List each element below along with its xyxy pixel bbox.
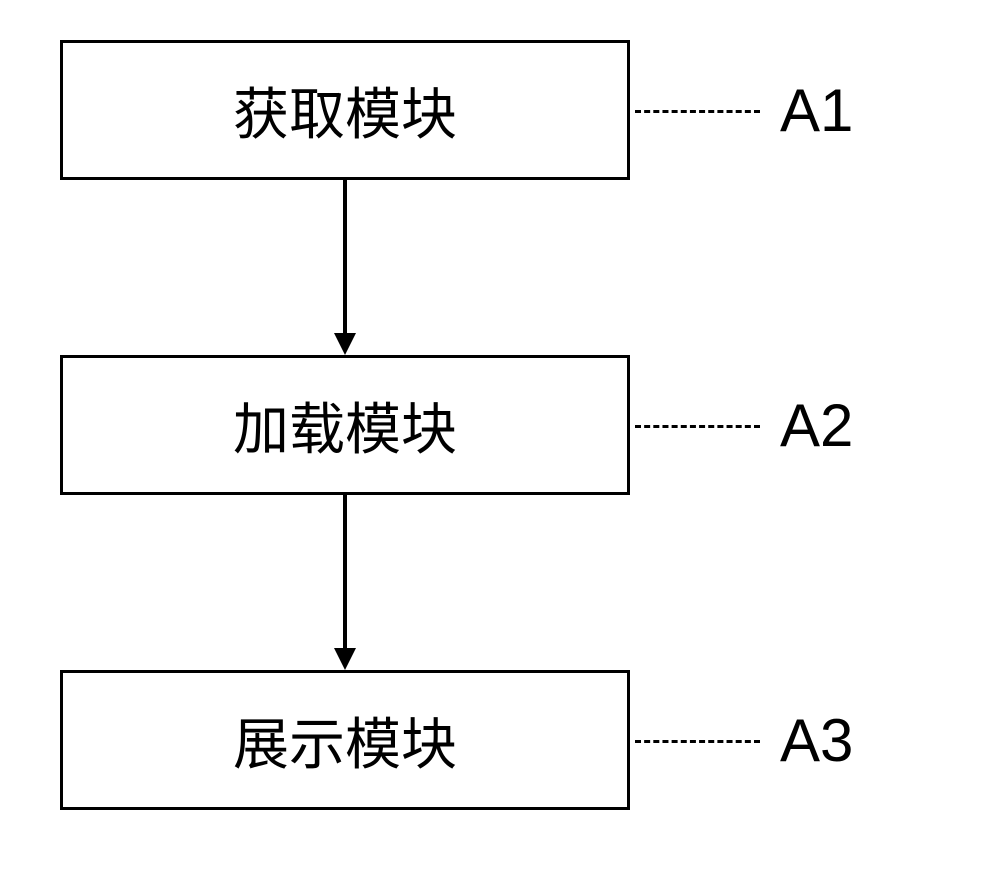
node-acquire-module: 获取模块: [60, 40, 630, 180]
dashed-connector-a2: [635, 425, 760, 428]
node-display-module: 展示模块: [60, 670, 630, 810]
node-acquire-label: 获取模块: [233, 70, 457, 151]
node-display-label: 展示模块: [233, 700, 457, 781]
dashed-connector-a3: [635, 740, 760, 743]
annotation-a2: A2: [780, 391, 853, 460]
annotation-a1: A1: [780, 76, 853, 145]
arrow-a1-a2-line: [343, 180, 347, 335]
flowchart-container: 获取模块 A1 加载模块 A2 展示模块 A3: [60, 40, 960, 860]
annotation-a3: A3: [780, 706, 853, 775]
node-load-module: 加载模块: [60, 355, 630, 495]
node-load-label: 加载模块: [233, 385, 457, 466]
arrow-a2-a3-line: [343, 495, 347, 650]
arrow-a2-a3-head: [334, 648, 356, 670]
dashed-connector-a1: [635, 110, 760, 113]
arrow-a1-a2-head: [334, 333, 356, 355]
